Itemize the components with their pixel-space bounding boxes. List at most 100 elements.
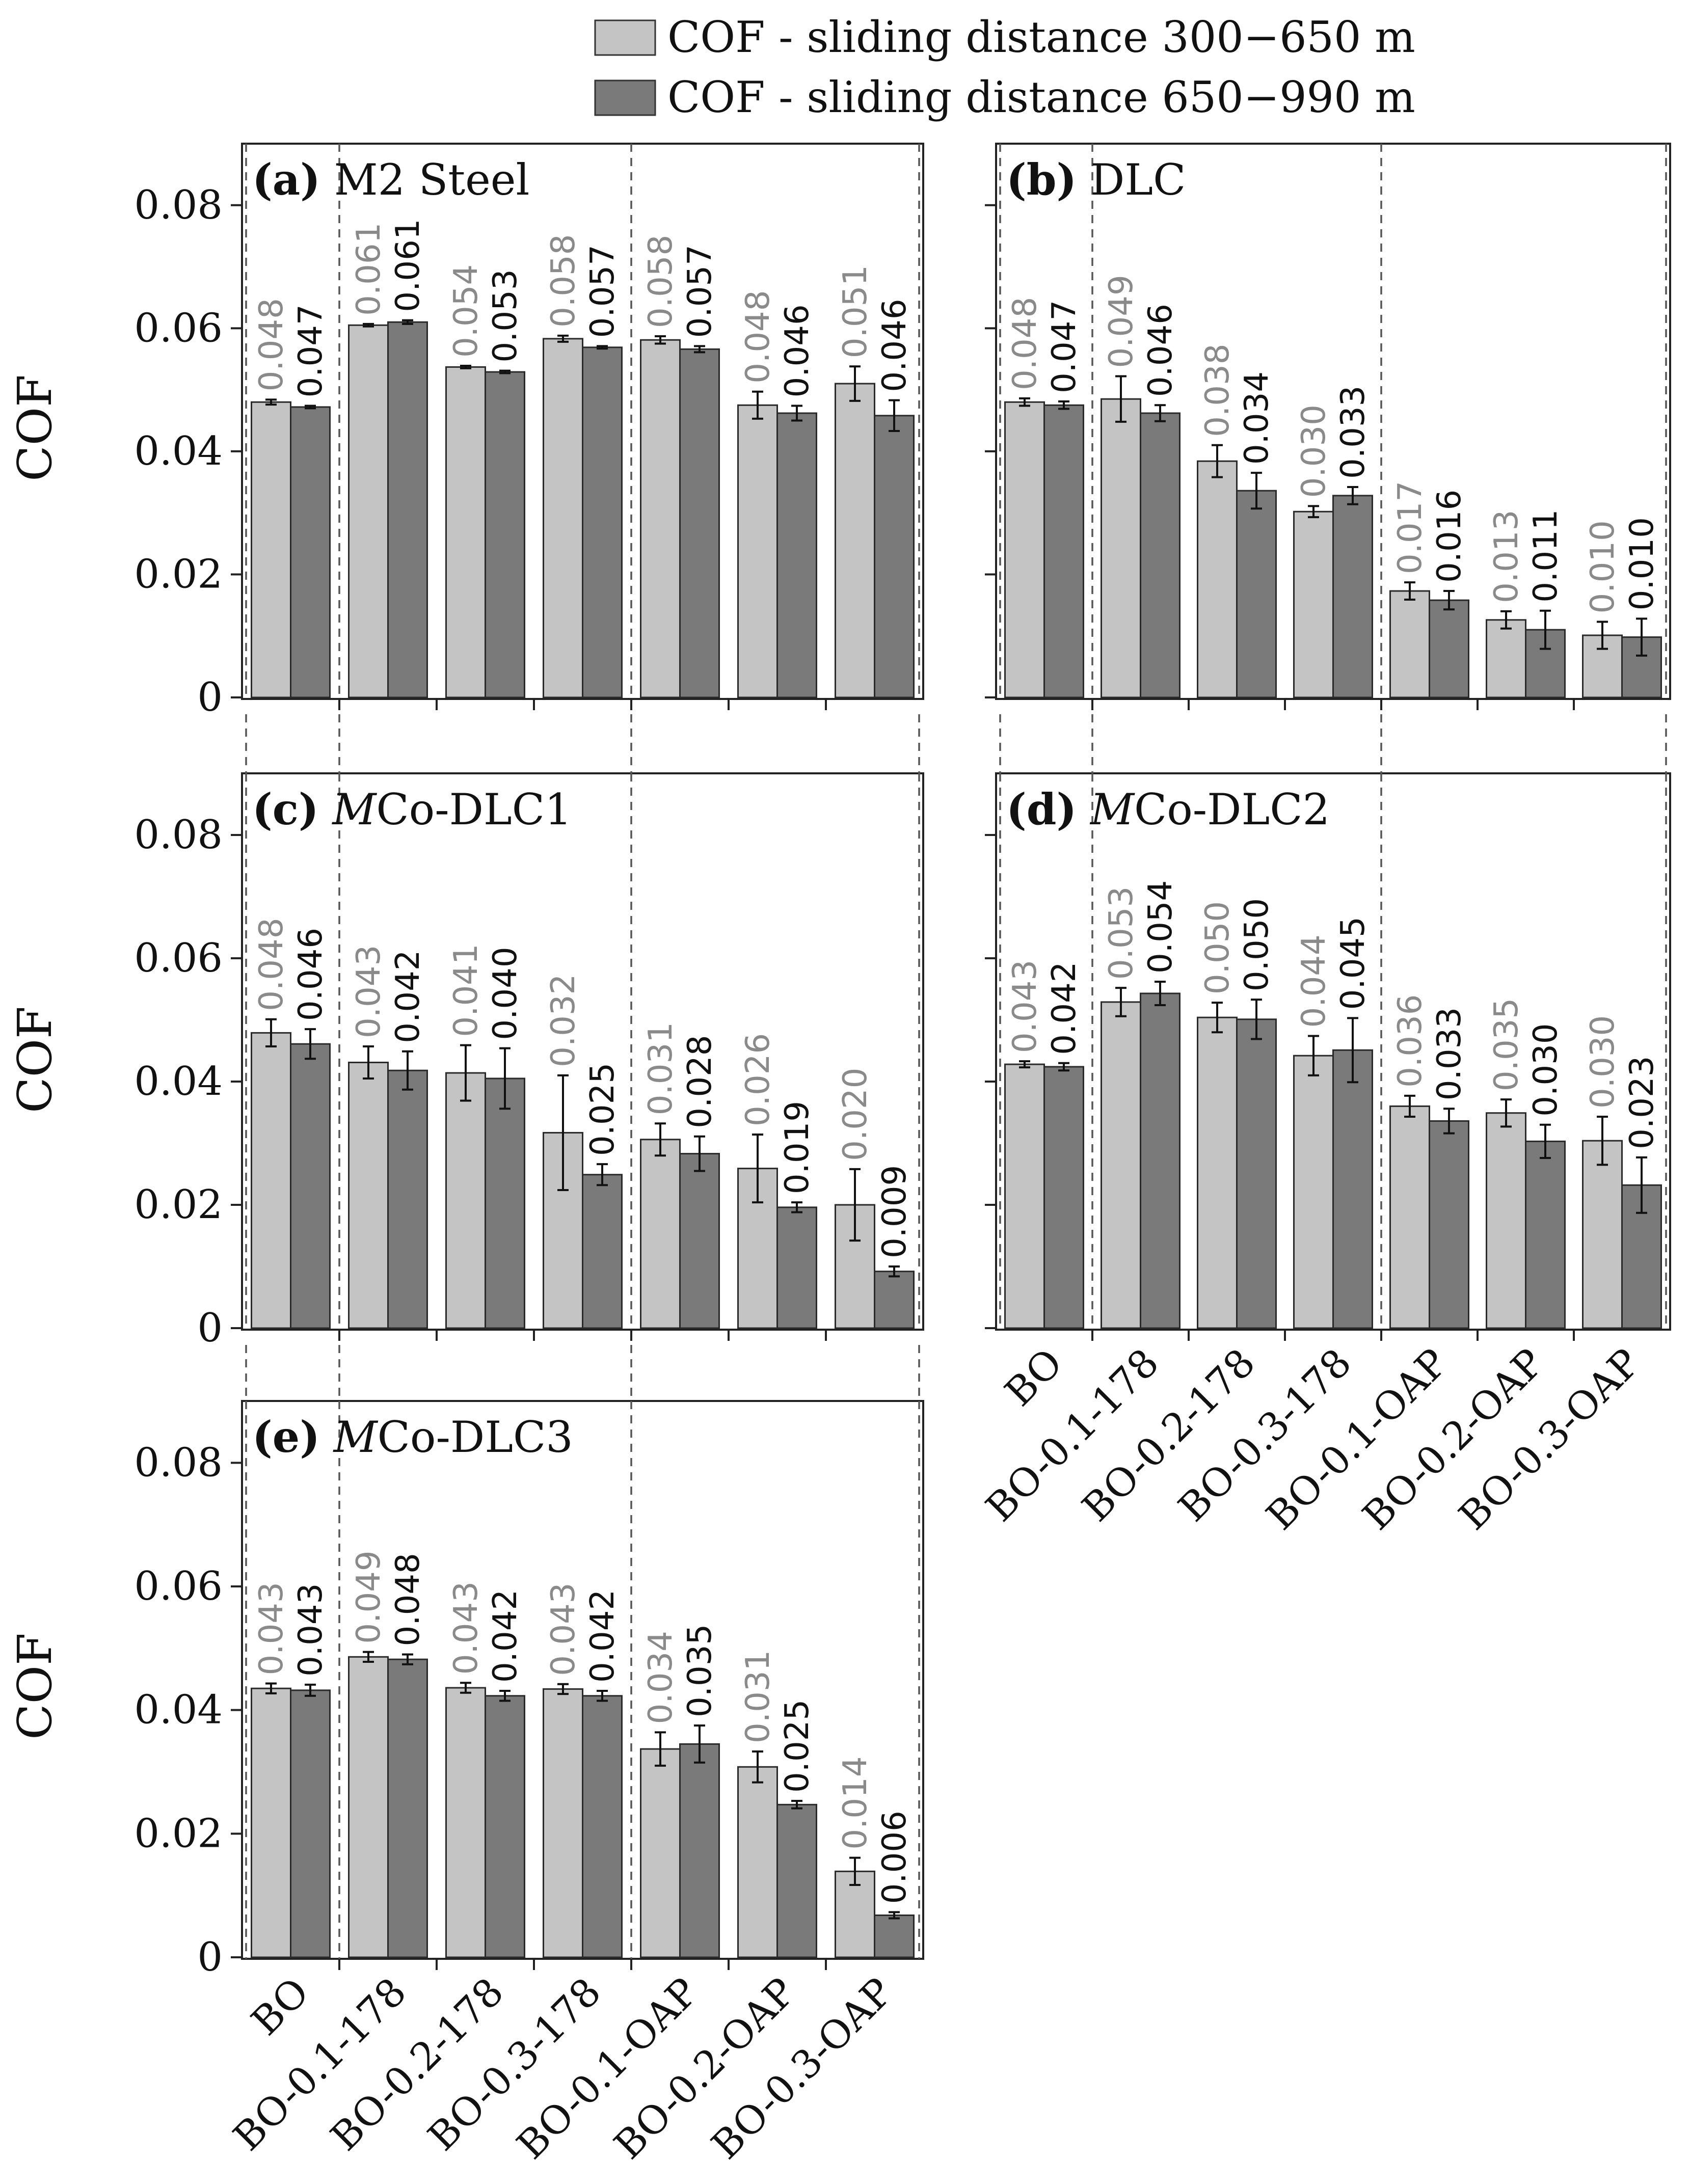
bar [776, 412, 817, 698]
bar [348, 1656, 389, 1958]
y-tick-label: 0.04 [134, 1059, 223, 1104]
bar [1293, 510, 1334, 698]
panel-title-text: Co-DLC3 [378, 1412, 573, 1462]
bar [1004, 401, 1045, 698]
value-label: 0.042 [389, 950, 427, 1043]
value-label: 0.019 [779, 1101, 816, 1194]
value-label: 0.020 [837, 1068, 874, 1161]
value-label: 0.043 [350, 945, 388, 1038]
y-tick-label: 0 [197, 675, 223, 720]
value-label: 0.036 [1391, 994, 1429, 1088]
panel-title-text: DLC [1090, 155, 1186, 205]
y-tick-label: 0.08 [134, 182, 223, 228]
y-tick-label: 0.06 [134, 305, 223, 351]
bar [1525, 629, 1566, 698]
value-label: 0.058 [642, 235, 680, 328]
bar [387, 1069, 428, 1329]
bar [485, 1077, 525, 1329]
panel-title-italic: M [1089, 785, 1135, 834]
panel-title-text: Co-DLC1 [376, 785, 572, 834]
value-label: 0.034 [642, 1631, 680, 1724]
value-label: 0.042 [487, 1589, 524, 1683]
value-label: 0.040 [487, 947, 524, 1040]
panel-title: (e) MCo-DLC3 [252, 1412, 573, 1462]
bar [1429, 1120, 1469, 1329]
bar [251, 1032, 291, 1329]
bar [640, 339, 681, 698]
panel-title-space [1077, 785, 1090, 834]
legend-swatch-series2 [594, 79, 656, 116]
value-label: 0.043 [545, 1582, 582, 1676]
y-tick-label: 0.08 [134, 1440, 223, 1486]
panel-title-text: Co-DLC2 [1134, 785, 1330, 834]
value-label: 0.057 [584, 245, 622, 338]
bar [679, 1153, 720, 1329]
value-label: 0.014 [837, 1756, 874, 1849]
bar [1236, 490, 1277, 698]
bar [874, 415, 915, 698]
bar [1101, 398, 1141, 698]
y-tick-label: 0.02 [134, 551, 223, 597]
panel-title: (c) MCo-DLC1 [252, 784, 572, 834]
value-label: 0.010 [1623, 517, 1661, 610]
value-label: 0.061 [350, 223, 388, 316]
plot-frame [995, 143, 1671, 700]
bar [1197, 1016, 1238, 1329]
bar [348, 1061, 389, 1329]
y-tick-label: 0 [197, 1305, 223, 1351]
value-label: 0.041 [447, 943, 485, 1037]
value-label: 0.035 [681, 1624, 719, 1717]
value-label: 0.034 [1238, 371, 1276, 465]
value-label: 0.046 [1142, 304, 1179, 397]
y-tick-label: 0.04 [134, 1687, 223, 1733]
value-label: 0.049 [350, 1550, 388, 1643]
legend: COF - sliding distance 300−650 m COF - s… [594, 12, 1415, 122]
panel-title-space [319, 785, 333, 834]
y-tick-label: 0.04 [134, 428, 223, 474]
bar [1429, 599, 1469, 698]
value-label: 0.043 [1006, 960, 1044, 1053]
bar [1486, 1112, 1526, 1329]
bar [1236, 1018, 1277, 1329]
bar [1486, 619, 1526, 698]
panel-title-letter: (b) [1006, 154, 1077, 205]
value-label: 0.026 [739, 1033, 777, 1126]
value-label: 0.048 [389, 1553, 427, 1646]
bar [251, 401, 291, 698]
bar [874, 1914, 915, 1958]
value-label: 0.058 [545, 234, 582, 328]
value-label: 0.030 [1584, 1015, 1622, 1109]
value-label: 0.048 [253, 298, 290, 391]
panel-title-letter: (e) [252, 1412, 320, 1462]
value-label: 0.061 [389, 219, 427, 312]
bar [1582, 1140, 1623, 1329]
bar [1332, 495, 1373, 698]
plot-frame [995, 772, 1671, 1331]
value-label: 0.017 [1391, 481, 1429, 574]
value-label: 0.010 [1584, 520, 1622, 613]
panel-c-mco-dlc1: 00.020.040.060.080.048 0.043 0.041 0.0320.0… [134, 772, 924, 1351]
value-label: 0.053 [1103, 886, 1140, 980]
value-label: 0.030 [1295, 405, 1333, 498]
value-label: 0.030 [1527, 1023, 1565, 1116]
value-label: 0.048 [253, 918, 290, 1011]
value-label: 0.054 [447, 264, 485, 358]
value-label: 0.011 [1527, 509, 1565, 602]
value-label: 0.025 [584, 1063, 622, 1156]
bar [485, 371, 525, 698]
value-label: 0.045 [1334, 916, 1372, 1010]
value-label: 0.054 [1142, 880, 1179, 974]
value-label: 0.044 [1295, 934, 1333, 1028]
value-label: 0.046 [292, 928, 330, 1021]
bar [582, 1174, 623, 1329]
value-label: 0.043 [447, 1581, 485, 1675]
bar [1140, 412, 1181, 698]
value-label: 0.016 [1431, 490, 1468, 583]
bar [485, 1695, 525, 1958]
value-label: 0.035 [1488, 998, 1525, 1091]
legend-swatch-series1 [594, 19, 656, 56]
bar [387, 321, 428, 698]
bar [1197, 460, 1238, 698]
y-axis-title-row1: COF [8, 374, 62, 481]
